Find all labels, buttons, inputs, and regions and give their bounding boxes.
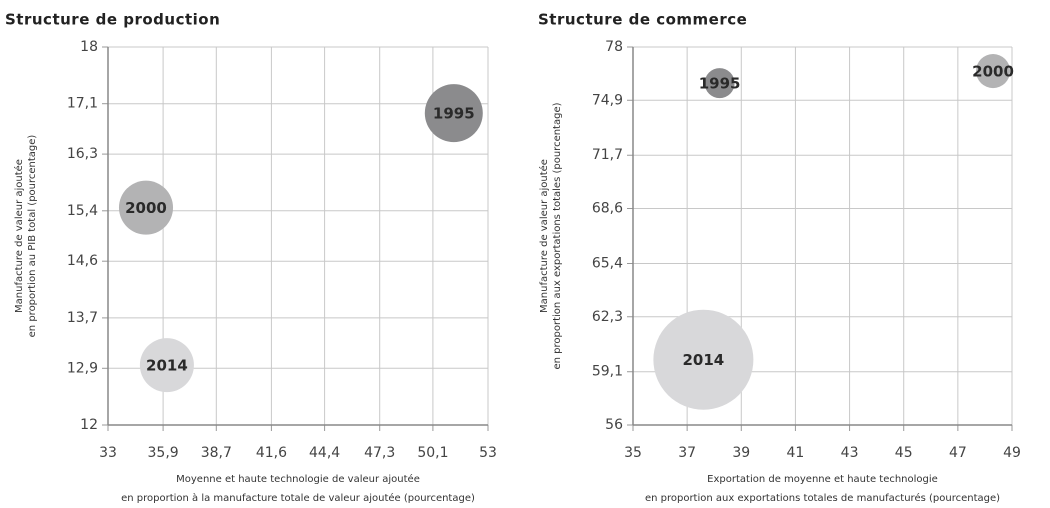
y-tick-label: 62,3 bbox=[592, 309, 623, 325]
x-axis-label: en proportion à la manufacture totale de… bbox=[121, 492, 475, 504]
y-tick-label: 56 bbox=[605, 417, 623, 433]
y-tick-label: 59,1 bbox=[592, 364, 623, 380]
y-tick-label: 71,7 bbox=[592, 147, 623, 163]
bubble bbox=[704, 68, 735, 99]
x-tick-label: 35,9 bbox=[148, 445, 179, 461]
bubble bbox=[139, 338, 194, 393]
chart-title: Structure de commerce bbox=[538, 11, 747, 29]
y-tick-label: 18 bbox=[80, 39, 98, 55]
y-axis-label: en proportion aux exportations totales (… bbox=[552, 102, 563, 369]
x-tick-label: 50,1 bbox=[417, 445, 448, 461]
bubble-label: 1995 bbox=[699, 75, 741, 93]
chart-title: Structure de production bbox=[5, 11, 220, 29]
bubble bbox=[653, 309, 754, 410]
y-tick-label: 16,3 bbox=[67, 146, 98, 162]
y-tick-label: 12 bbox=[80, 417, 98, 433]
bubble bbox=[118, 180, 174, 235]
y-tick-label: 68,6 bbox=[592, 201, 623, 217]
y-tick-label: 12,9 bbox=[67, 360, 98, 376]
x-tick-label: 38,7 bbox=[201, 445, 232, 461]
bubble-label: 1995 bbox=[433, 105, 475, 123]
x-tick-label: 41 bbox=[787, 445, 805, 461]
x-tick-label: 53 bbox=[479, 445, 497, 461]
x-tick-label: 49 bbox=[1003, 445, 1021, 461]
x-tick-label: 45 bbox=[895, 445, 913, 461]
x-tick-label: 41,6 bbox=[256, 445, 287, 461]
y-tick-label: 17,1 bbox=[67, 96, 98, 112]
x-tick-label: 33 bbox=[99, 445, 117, 461]
y-tick-label: 15,4 bbox=[67, 203, 98, 219]
y-tick-label: 65,4 bbox=[592, 255, 623, 271]
x-tick-label: 43 bbox=[841, 445, 859, 461]
bubble-label: 2014 bbox=[146, 357, 188, 375]
y-axis-label: Manufacture de valeur ajoutée bbox=[538, 159, 550, 313]
bubble-label: 2000 bbox=[972, 63, 1014, 81]
y-axis-label: Manufacture de valeur ajoutée bbox=[13, 159, 25, 313]
y-axis-label: en proportion au PIB total (pourcentage) bbox=[27, 135, 38, 338]
x-tick-label: 35 bbox=[624, 445, 642, 461]
bubble bbox=[976, 54, 1011, 89]
y-tick-label: 74,9 bbox=[592, 92, 623, 108]
bubble-label: 2000 bbox=[125, 199, 167, 217]
y-tick-label: 78 bbox=[605, 39, 623, 55]
x-tick-label: 47 bbox=[949, 445, 967, 461]
bubble bbox=[424, 84, 483, 143]
x-axis-label: Exportation de moyenne et haute technolo… bbox=[707, 474, 938, 485]
y-tick-label: 14,6 bbox=[67, 253, 98, 269]
x-tick-label: 44,4 bbox=[309, 445, 340, 461]
bubble-label: 2014 bbox=[683, 351, 725, 369]
x-tick-label: 37 bbox=[678, 445, 696, 461]
x-axis-label: Moyenne et haute technologie de valeur a… bbox=[176, 473, 420, 485]
x-tick-label: 47,3 bbox=[364, 445, 395, 461]
x-axis-label: en proportion aux exportations totales d… bbox=[645, 492, 1000, 504]
y-tick-label: 13,7 bbox=[67, 310, 98, 326]
x-tick-label: 39 bbox=[732, 445, 750, 461]
